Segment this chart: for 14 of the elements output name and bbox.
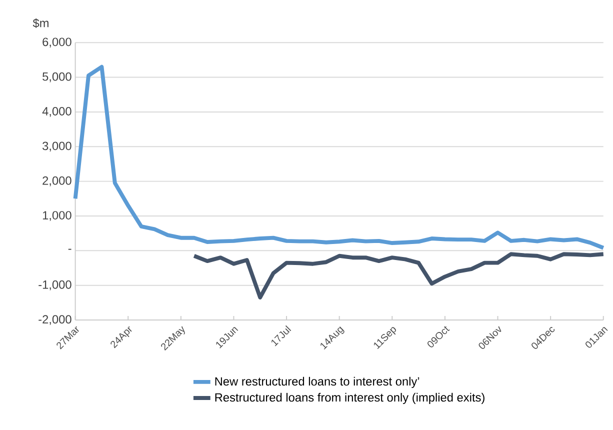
line-series bbox=[73, 64, 606, 250]
y-tick-label: 6,000 bbox=[42, 38, 72, 48]
legend-label: Restructured loans from interest only (implied exits) bbox=[215, 392, 484, 404]
y-tick-label: 1,000 bbox=[42, 211, 72, 221]
y-tick-label: - bbox=[68, 248, 72, 250]
y-tick-label: 5,000 bbox=[42, 72, 72, 82]
y-tick-label: 3,000 bbox=[42, 142, 72, 152]
y-tick-label: 2,000 bbox=[42, 176, 72, 186]
y-tick-label: -2,000 bbox=[38, 315, 72, 325]
legend-label: New restructured loans to interest only’ bbox=[215, 376, 420, 388]
y-axis-title: $m bbox=[32, 18, 48, 28]
y-tick-label: 4,000 bbox=[42, 107, 72, 117]
line-series bbox=[192, 252, 606, 300]
y-tick-label: -1,000 bbox=[38, 280, 72, 290]
